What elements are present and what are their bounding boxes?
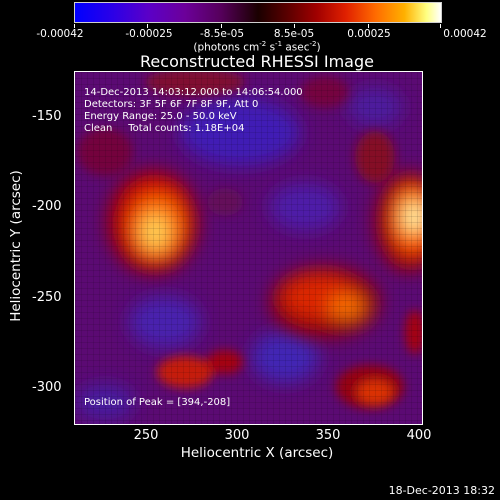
x-tick-label: 300 [224,428,250,443]
energy-range-text: Energy Range: 25.0 - 50.0 keV [84,111,237,122]
rhessi-map: 14-Dec-2013 14:03:12.000 to 14:06:54.000… [74,71,423,425]
image-title: Reconstructed RHESSI Image [140,52,374,71]
colorbar-tick-label: 0.00042 [443,28,487,40]
y-tick-label: -200 [32,199,62,214]
y-tick-label: -150 [32,109,62,124]
x-tick-label: 350 [315,428,341,443]
colorbar-tick-label: -0.00025 [125,28,173,40]
peak-position-text: Position of Peak = [394,-208] [84,397,231,408]
x-axis-label: Heliocentric X (arcsec) [180,445,334,461]
y-axis-label: Heliocentric Y (arcsec) [8,170,24,322]
colorbar-tick [147,24,148,28]
colorbar-tick-label: -0.00042 [36,28,84,40]
colorbar-units: (photons cm-2 s-1 asec-2) [193,40,321,54]
algorithm-counts-text: Clean Total counts: 1.18E+04 [84,123,245,134]
colorbar [74,2,442,23]
colorbar-tick [294,24,295,28]
footer-date: 18-Dec-2013 18:32 [388,484,495,497]
x-tick-label: 250 [133,428,159,443]
time-range-text: 14-Dec-2013 14:03:12.000 to 14:06:54.000 [84,87,303,98]
colorbar-tick [368,24,369,28]
y-tick-label: -250 [32,290,62,305]
colorbar-tick-label: -8.5e-05 [199,28,245,40]
colorbar-tick-label: 8.5e-05 [273,28,315,40]
colorbar-tick-label: 0.00025 [347,28,391,40]
heatmap-image [75,72,422,424]
y-tick-label: -300 [32,380,62,395]
colorbar-tick [74,24,75,28]
colorbar-tick [221,24,222,28]
detectors-text: Detectors: 3F 5F 6F 7F 8F 9F, Att 0 [84,99,259,110]
x-tick-label: 400 [406,428,432,443]
colorbar-tick [440,24,441,28]
